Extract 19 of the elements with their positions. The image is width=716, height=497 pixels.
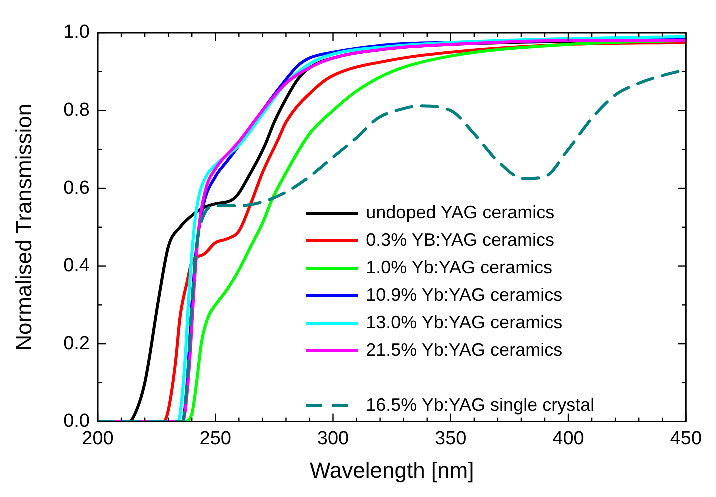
- y-tick-label: 1.0: [64, 22, 90, 44]
- x-tick-label: 300: [317, 428, 350, 450]
- x-tick-label: 350: [435, 428, 467, 450]
- legend-label: 10.9% Yb:YAG ceramics: [366, 285, 563, 306]
- legend-label: 1.0% Yb:YAG ceramics: [366, 258, 553, 278]
- legend-label: 21.5% Yb:YAG ceramics: [366, 340, 563, 360]
- y-tick-label: 0.8: [64, 100, 90, 121]
- legend-label: undoped YAG ceramics: [366, 202, 555, 223]
- legend-label: 16.5% Yb:YAG single crystal: [366, 395, 595, 416]
- legend-label: 0.3% YB:YAG ceramics: [366, 230, 555, 250]
- y-tick-label: 0.6: [64, 178, 90, 199]
- x-tick-label: 400: [552, 428, 584, 450]
- legend-label: 13.0% Yb:YAG ceramics: [366, 312, 563, 333]
- x-axis-title: Wavelength [nm]: [310, 458, 474, 483]
- x-tick-label: 450: [670, 428, 702, 450]
- y-tick-label: 0.2: [64, 333, 90, 354]
- x-tick-label: 250: [200, 428, 232, 450]
- y-axis-title: Normalised Transmission: [11, 104, 36, 351]
- y-tick-label: 0.4: [64, 256, 90, 277]
